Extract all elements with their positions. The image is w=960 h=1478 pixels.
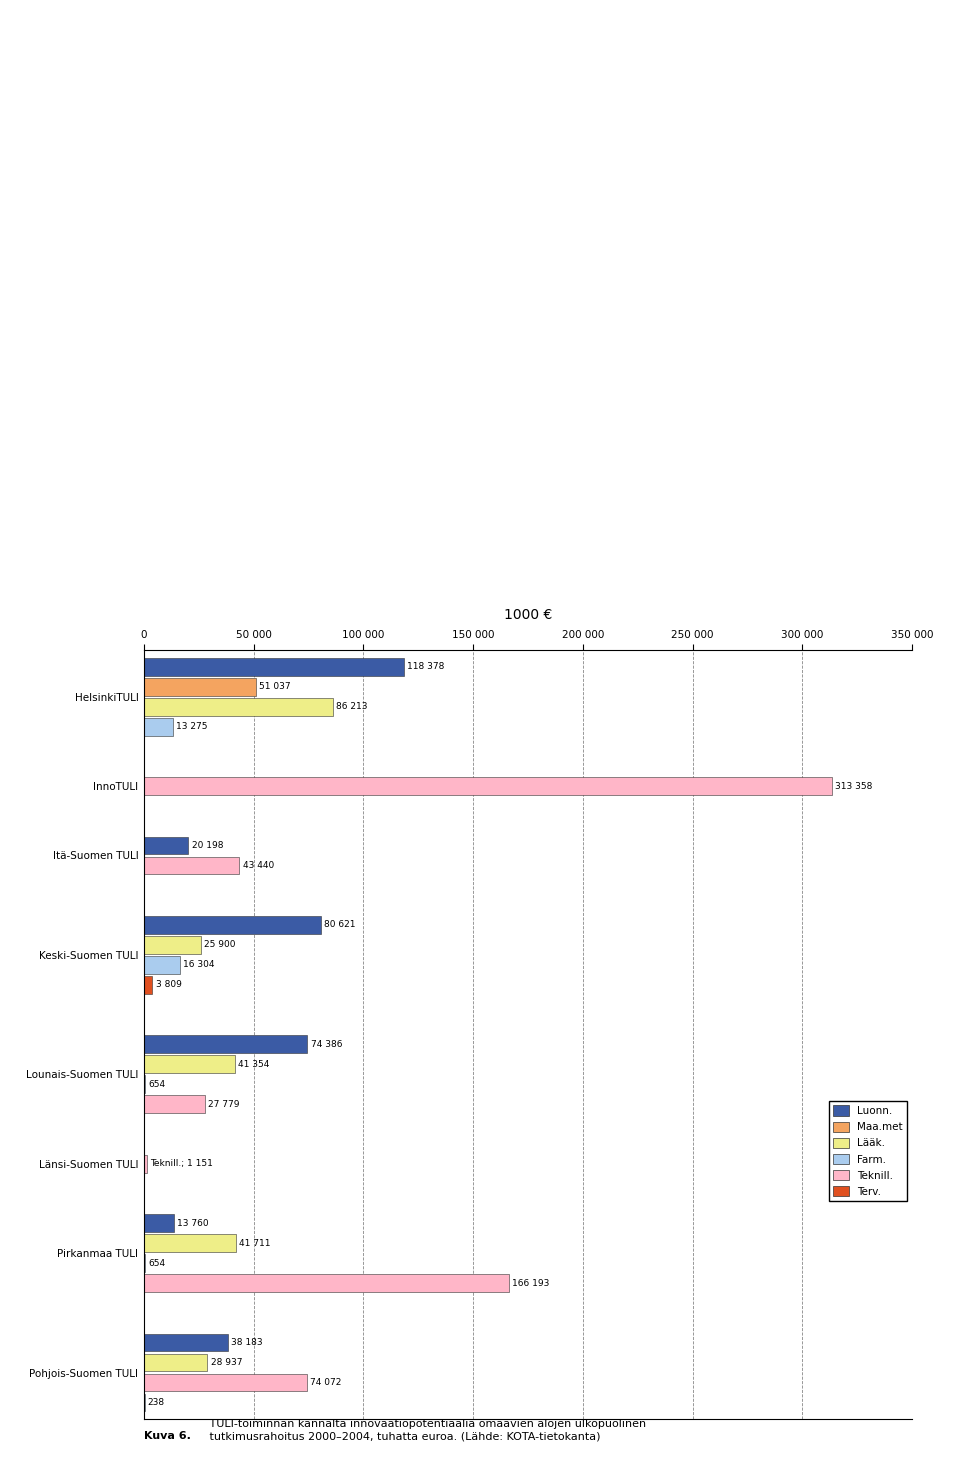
Legend: Luonn., Maa.met, Lääk., Farm., Teknill., Terv.: Luonn., Maa.met, Lääk., Farm., Teknill.,… xyxy=(828,1101,907,1200)
Bar xyxy=(144,1055,235,1073)
Text: 38 183: 38 183 xyxy=(231,1338,263,1346)
Bar xyxy=(144,698,333,715)
Text: 166 193: 166 193 xyxy=(512,1278,549,1287)
Text: 41 354: 41 354 xyxy=(238,1060,270,1069)
Bar xyxy=(144,658,404,675)
Bar xyxy=(144,956,180,974)
Bar xyxy=(144,718,173,736)
Bar xyxy=(144,1274,509,1292)
Bar xyxy=(144,1234,235,1252)
Title: 1000 €: 1000 € xyxy=(504,607,552,622)
Text: 654: 654 xyxy=(149,1080,166,1089)
Text: 20 198: 20 198 xyxy=(192,841,223,850)
Text: 238: 238 xyxy=(148,1398,165,1407)
Text: 86 213: 86 213 xyxy=(336,702,368,711)
Text: TULI-toiminnan kannalta innovaatiopotentiaalia omaavien alojen ulkopuolinen
 tut: TULI-toiminnan kannalta innovaatiopotent… xyxy=(206,1419,646,1441)
Text: 16 304: 16 304 xyxy=(183,961,215,970)
Bar xyxy=(144,1373,306,1391)
Bar xyxy=(144,1095,204,1113)
Text: 118 378: 118 378 xyxy=(407,662,444,671)
Text: 13 760: 13 760 xyxy=(178,1218,209,1228)
Text: 13 275: 13 275 xyxy=(177,723,208,732)
Text: 41 711: 41 711 xyxy=(239,1239,271,1247)
Bar xyxy=(144,837,188,854)
Text: Kuva 6.: Kuva 6. xyxy=(144,1431,191,1441)
Text: 51 037: 51 037 xyxy=(259,683,291,692)
Bar xyxy=(144,936,201,953)
Bar xyxy=(144,1333,228,1351)
Bar xyxy=(144,916,321,934)
Text: Teknill.; 1 151: Teknill.; 1 151 xyxy=(150,1159,213,1168)
Text: 313 358: 313 358 xyxy=(835,782,873,791)
Text: 80 621: 80 621 xyxy=(324,921,356,930)
Text: 27 779: 27 779 xyxy=(208,1100,240,1108)
Bar xyxy=(144,1213,174,1233)
Bar xyxy=(144,1354,207,1372)
Text: 74 072: 74 072 xyxy=(310,1377,341,1386)
Bar xyxy=(144,975,153,993)
Bar xyxy=(144,857,239,875)
Bar xyxy=(144,1036,307,1054)
Text: 3 809: 3 809 xyxy=(156,980,181,989)
Text: 654: 654 xyxy=(149,1259,166,1268)
Bar xyxy=(144,678,256,696)
Bar xyxy=(144,1076,145,1094)
Text: 74 386: 74 386 xyxy=(310,1039,342,1049)
Bar xyxy=(144,777,831,795)
Bar xyxy=(144,1154,147,1172)
Text: 25 900: 25 900 xyxy=(204,940,235,949)
Text: 43 440: 43 440 xyxy=(243,862,274,871)
Bar xyxy=(144,1255,145,1273)
Text: 28 937: 28 937 xyxy=(211,1358,242,1367)
